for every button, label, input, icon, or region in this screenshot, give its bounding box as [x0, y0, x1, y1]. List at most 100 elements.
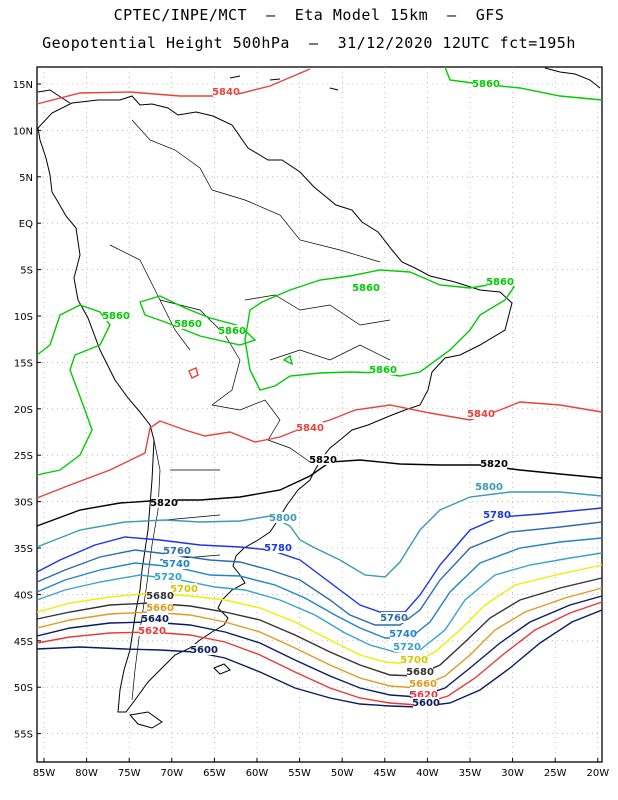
contour-label: 5860 — [369, 365, 397, 376]
contour-label-bg — [487, 276, 513, 287]
border-peru-brazil — [109, 244, 191, 351]
contour-label: 5780 — [483, 510, 511, 521]
lat-tick-label: 35S — [14, 544, 33, 555]
contour-label: 5820 — [309, 455, 337, 466]
contour-5700 — [36, 564, 603, 665]
contour-label-bg — [484, 509, 510, 520]
contour-label-bg — [468, 408, 494, 419]
lon-tick-label: 35W — [459, 768, 482, 779]
lon-tick-label: 55W — [288, 768, 311, 779]
caribbean-islands — [229, 75, 339, 91]
border-paraguay — [211, 399, 281, 441]
lat-tick-label: 25S — [14, 451, 33, 462]
title-model: CPTEC/INPE/MCT – Eta Model 15km – GFS — [113, 6, 505, 24]
contour-label-bg — [381, 612, 407, 623]
contour-label: 5800 — [475, 482, 503, 493]
contour-label: 5840 — [296, 423, 324, 434]
contour-5860-small — [282, 354, 294, 366]
contour-label-bg — [191, 644, 217, 655]
lat-tick-label: 55S — [14, 730, 33, 741]
lat-tick-label: EQ — [19, 219, 33, 230]
contour-label: 5860 — [352, 283, 380, 294]
contour-label-bg — [413, 697, 439, 708]
contour-label-bg — [265, 542, 291, 553]
contour-label-bg — [473, 78, 499, 89]
lon-tick-label: 80W — [75, 768, 98, 779]
contour-label: 5720 — [154, 572, 182, 583]
lon-tick-label: 75W — [118, 768, 141, 779]
contour-label-bg — [270, 512, 296, 523]
contour-label: 5600 — [412, 698, 440, 709]
lat-tick-label: 50S — [14, 683, 33, 694]
contour-5860-brazil — [244, 269, 516, 391]
contour-label-bg — [481, 458, 507, 469]
contour-label-bg — [476, 481, 502, 492]
contour-label: 5720 — [393, 642, 421, 653]
lat-tick-label: 5N — [19, 173, 33, 184]
contour-label-bg — [213, 86, 239, 97]
contour-label: 5620 — [410, 690, 438, 701]
contour-label-bg — [164, 545, 190, 556]
lon-tick-label: 65W — [203, 768, 226, 779]
contour-labels: 5860 5860 5860 5860 5860 5860 5860 5840 5840 5840… — [102, 78, 514, 709]
contour-5600 — [36, 609, 603, 708]
contour-label: 5860 — [486, 277, 514, 288]
contour-5840-north — [36, 68, 311, 105]
contour-label: 5640 — [141, 614, 169, 625]
contour-label-bg — [390, 628, 416, 639]
contour-label: 5680 — [146, 591, 174, 602]
contour-label: 5740 — [162, 559, 190, 570]
contour-label: 5820 — [480, 459, 508, 470]
contour-label-bg — [394, 641, 420, 652]
axis-ticks: 15N 10N 5N EQ 5S 10S 15S 20S 25S 30S 35S 40S 45S 50S 5… — [13, 80, 609, 779]
lon-tick-label: 40W — [416, 768, 439, 779]
contour-lines — [36, 66, 603, 708]
contour-label-bg — [219, 325, 245, 336]
coastline — [37, 67, 601, 729]
contour-label: 5840 — [212, 87, 240, 98]
contour-label: 5700 — [400, 655, 428, 666]
border-uruguay — [267, 439, 311, 463]
contour-5740 — [36, 537, 603, 639]
lat-tick-label: 15S — [14, 358, 33, 369]
contour-label-bg — [142, 613, 168, 624]
lat-tick-label: 10S — [14, 312, 33, 323]
contour-label-bg — [297, 422, 323, 433]
contour-5660 — [36, 587, 603, 689]
contour-label-bg — [407, 666, 433, 677]
lon-tick-label: 45W — [373, 768, 396, 779]
central-america-coast — [37, 89, 71, 104]
contour-label: 5860 — [174, 319, 202, 330]
border-brazil-states — [244, 294, 391, 361]
contour-label-bg — [103, 310, 129, 321]
contour-label: 5700 — [170, 584, 198, 595]
lat-tick-label: 15N — [13, 80, 33, 91]
contour-label: 5600 — [190, 645, 218, 656]
contour-label-bg — [171, 583, 197, 594]
contour-label-bg — [411, 689, 437, 700]
contour-5780 — [36, 507, 603, 613]
country-borders — [109, 119, 391, 701]
contour-label: 5660 — [409, 679, 437, 690]
africa-tip — [544, 67, 601, 89]
tierra-del-fuego — [129, 711, 163, 729]
contour-label: 5860 — [218, 326, 246, 337]
contour-label: 5800 — [269, 513, 297, 524]
lat-tick-label: 30S — [14, 498, 33, 509]
contour-5720 — [36, 552, 603, 653]
contour-label-bg — [370, 364, 396, 375]
contour-label: 5840 — [467, 409, 495, 420]
contour-label: 5820 — [150, 498, 178, 509]
contour-5840-south — [36, 401, 603, 499]
lon-tick-label: 60W — [246, 768, 269, 779]
contour-label-bg — [139, 625, 165, 636]
border-brazil-inner — [211, 189, 381, 263]
lat-tick-label: 45S — [14, 637, 33, 648]
border-argentina-chile — [131, 439, 161, 701]
map-frame — [36, 66, 603, 763]
contour-label: 5860 — [102, 311, 130, 322]
contour-label: 5760 — [380, 613, 408, 624]
contour-label-bg — [175, 318, 201, 329]
graticule — [37, 67, 602, 762]
lon-tick-label: 30W — [501, 768, 524, 779]
